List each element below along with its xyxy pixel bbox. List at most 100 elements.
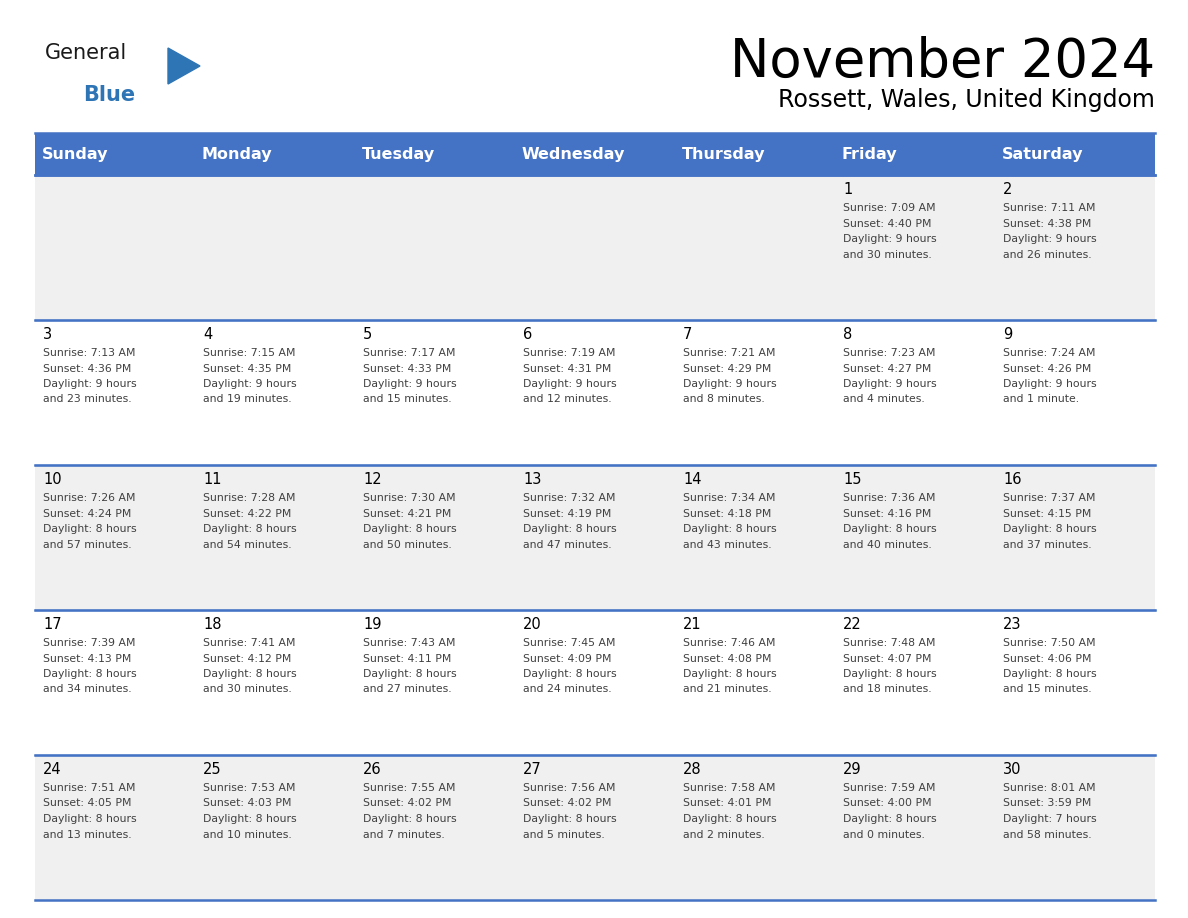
Text: 27: 27 bbox=[523, 762, 542, 777]
Text: and 43 minutes.: and 43 minutes. bbox=[683, 540, 772, 550]
Text: Wednesday: Wednesday bbox=[522, 147, 625, 162]
Text: Daylight: 9 hours: Daylight: 9 hours bbox=[683, 379, 777, 389]
Text: Sunrise: 7:43 AM: Sunrise: 7:43 AM bbox=[364, 638, 455, 648]
Text: Daylight: 9 hours: Daylight: 9 hours bbox=[1003, 379, 1097, 389]
Text: 8: 8 bbox=[843, 327, 852, 342]
Text: Daylight: 8 hours: Daylight: 8 hours bbox=[523, 669, 617, 679]
Text: Sunrise: 7:09 AM: Sunrise: 7:09 AM bbox=[843, 203, 936, 213]
Text: Daylight: 8 hours: Daylight: 8 hours bbox=[43, 669, 137, 679]
Text: Sunrise: 7:50 AM: Sunrise: 7:50 AM bbox=[1003, 638, 1095, 648]
Text: Daylight: 9 hours: Daylight: 9 hours bbox=[203, 379, 297, 389]
Text: 23: 23 bbox=[1003, 617, 1022, 632]
Text: 4: 4 bbox=[203, 327, 213, 342]
Text: Daylight: 9 hours: Daylight: 9 hours bbox=[43, 379, 137, 389]
Text: and 4 minutes.: and 4 minutes. bbox=[843, 395, 924, 405]
Text: Sunrise: 7:51 AM: Sunrise: 7:51 AM bbox=[43, 783, 135, 793]
Text: 20: 20 bbox=[523, 617, 542, 632]
Text: 21: 21 bbox=[683, 617, 702, 632]
Bar bbox=[34, 133, 1155, 175]
Text: Monday: Monday bbox=[202, 147, 272, 162]
Text: Sunrise: 7:45 AM: Sunrise: 7:45 AM bbox=[523, 638, 615, 648]
Text: Sunset: 4:36 PM: Sunset: 4:36 PM bbox=[43, 364, 132, 374]
Text: Saturday: Saturday bbox=[1001, 147, 1083, 162]
Text: 22: 22 bbox=[843, 617, 861, 632]
Text: Sunrise: 7:53 AM: Sunrise: 7:53 AM bbox=[203, 783, 296, 793]
Text: 19: 19 bbox=[364, 617, 381, 632]
Text: 28: 28 bbox=[683, 762, 702, 777]
Text: 17: 17 bbox=[43, 617, 62, 632]
Text: Sunrise: 7:37 AM: Sunrise: 7:37 AM bbox=[1003, 493, 1095, 503]
Text: 7: 7 bbox=[683, 327, 693, 342]
Text: Daylight: 7 hours: Daylight: 7 hours bbox=[1003, 814, 1097, 824]
Text: Sunset: 4:07 PM: Sunset: 4:07 PM bbox=[843, 654, 931, 664]
Text: and 15 minutes.: and 15 minutes. bbox=[1003, 685, 1092, 695]
Text: Daylight: 8 hours: Daylight: 8 hours bbox=[1003, 524, 1097, 534]
Text: Sunrise: 7:24 AM: Sunrise: 7:24 AM bbox=[1003, 348, 1095, 358]
Text: and 8 minutes.: and 8 minutes. bbox=[683, 395, 765, 405]
Bar bbox=[34, 610, 1155, 755]
Text: 13: 13 bbox=[523, 472, 542, 487]
Text: Daylight: 9 hours: Daylight: 9 hours bbox=[843, 234, 936, 244]
Text: Sunset: 4:09 PM: Sunset: 4:09 PM bbox=[523, 654, 612, 664]
Text: Thursday: Thursday bbox=[682, 147, 765, 162]
Text: Tuesday: Tuesday bbox=[361, 147, 435, 162]
Text: Daylight: 8 hours: Daylight: 8 hours bbox=[203, 669, 297, 679]
Text: 6: 6 bbox=[523, 327, 532, 342]
Text: and 10 minutes.: and 10 minutes. bbox=[203, 830, 292, 839]
Text: Friday: Friday bbox=[841, 147, 897, 162]
Text: and 27 minutes.: and 27 minutes. bbox=[364, 685, 451, 695]
Text: Sunset: 4:05 PM: Sunset: 4:05 PM bbox=[43, 799, 132, 809]
Text: Daylight: 8 hours: Daylight: 8 hours bbox=[683, 814, 777, 824]
Text: and 23 minutes.: and 23 minutes. bbox=[43, 395, 132, 405]
Text: Daylight: 8 hours: Daylight: 8 hours bbox=[683, 524, 777, 534]
Text: 12: 12 bbox=[364, 472, 381, 487]
Text: Daylight: 8 hours: Daylight: 8 hours bbox=[43, 814, 137, 824]
Text: 16: 16 bbox=[1003, 472, 1022, 487]
Text: Sunrise: 7:56 AM: Sunrise: 7:56 AM bbox=[523, 783, 615, 793]
Text: Sunset: 4:02 PM: Sunset: 4:02 PM bbox=[523, 799, 612, 809]
Text: Sunrise: 7:58 AM: Sunrise: 7:58 AM bbox=[683, 783, 776, 793]
Text: Sunset: 4:02 PM: Sunset: 4:02 PM bbox=[364, 799, 451, 809]
Text: and 2 minutes.: and 2 minutes. bbox=[683, 830, 765, 839]
Text: Sunrise: 7:55 AM: Sunrise: 7:55 AM bbox=[364, 783, 455, 793]
Text: Daylight: 8 hours: Daylight: 8 hours bbox=[523, 814, 617, 824]
Text: Daylight: 9 hours: Daylight: 9 hours bbox=[1003, 234, 1097, 244]
Text: 10: 10 bbox=[43, 472, 62, 487]
Text: Daylight: 8 hours: Daylight: 8 hours bbox=[683, 669, 777, 679]
Text: Sunset: 4:26 PM: Sunset: 4:26 PM bbox=[1003, 364, 1092, 374]
Text: Sunrise: 7:19 AM: Sunrise: 7:19 AM bbox=[523, 348, 615, 358]
Text: 18: 18 bbox=[203, 617, 221, 632]
Text: and 19 minutes.: and 19 minutes. bbox=[203, 395, 291, 405]
Text: Daylight: 8 hours: Daylight: 8 hours bbox=[843, 814, 936, 824]
Text: and 54 minutes.: and 54 minutes. bbox=[203, 540, 291, 550]
Text: 24: 24 bbox=[43, 762, 62, 777]
Text: Daylight: 8 hours: Daylight: 8 hours bbox=[843, 524, 936, 534]
Text: Sunrise: 7:48 AM: Sunrise: 7:48 AM bbox=[843, 638, 935, 648]
Text: Blue: Blue bbox=[83, 85, 135, 105]
Text: and 30 minutes.: and 30 minutes. bbox=[203, 685, 292, 695]
Text: Daylight: 8 hours: Daylight: 8 hours bbox=[364, 669, 456, 679]
Text: Sunset: 4:35 PM: Sunset: 4:35 PM bbox=[203, 364, 291, 374]
Text: Sunrise: 7:21 AM: Sunrise: 7:21 AM bbox=[683, 348, 776, 358]
Text: Rossett, Wales, United Kingdom: Rossett, Wales, United Kingdom bbox=[778, 88, 1155, 112]
Text: and 24 minutes.: and 24 minutes. bbox=[523, 685, 612, 695]
Text: and 34 minutes.: and 34 minutes. bbox=[43, 685, 132, 695]
Text: Sunset: 4:31 PM: Sunset: 4:31 PM bbox=[523, 364, 612, 374]
Text: Sunrise: 7:11 AM: Sunrise: 7:11 AM bbox=[1003, 203, 1095, 213]
Text: 30: 30 bbox=[1003, 762, 1022, 777]
Text: Sunset: 4:40 PM: Sunset: 4:40 PM bbox=[843, 218, 931, 229]
Polygon shape bbox=[168, 48, 200, 84]
Text: and 21 minutes.: and 21 minutes. bbox=[683, 685, 772, 695]
Text: Sunrise: 7:39 AM: Sunrise: 7:39 AM bbox=[43, 638, 135, 648]
Text: Sunrise: 7:28 AM: Sunrise: 7:28 AM bbox=[203, 493, 296, 503]
Text: and 57 minutes.: and 57 minutes. bbox=[43, 540, 132, 550]
Text: and 0 minutes.: and 0 minutes. bbox=[843, 830, 925, 839]
Text: Sunrise: 7:46 AM: Sunrise: 7:46 AM bbox=[683, 638, 776, 648]
Text: and 1 minute.: and 1 minute. bbox=[1003, 395, 1079, 405]
Text: Daylight: 8 hours: Daylight: 8 hours bbox=[843, 669, 936, 679]
Text: Sunday: Sunday bbox=[42, 147, 108, 162]
Text: Sunset: 4:15 PM: Sunset: 4:15 PM bbox=[1003, 509, 1092, 519]
Text: Sunrise: 7:23 AM: Sunrise: 7:23 AM bbox=[843, 348, 935, 358]
Text: 15: 15 bbox=[843, 472, 861, 487]
Text: 11: 11 bbox=[203, 472, 221, 487]
